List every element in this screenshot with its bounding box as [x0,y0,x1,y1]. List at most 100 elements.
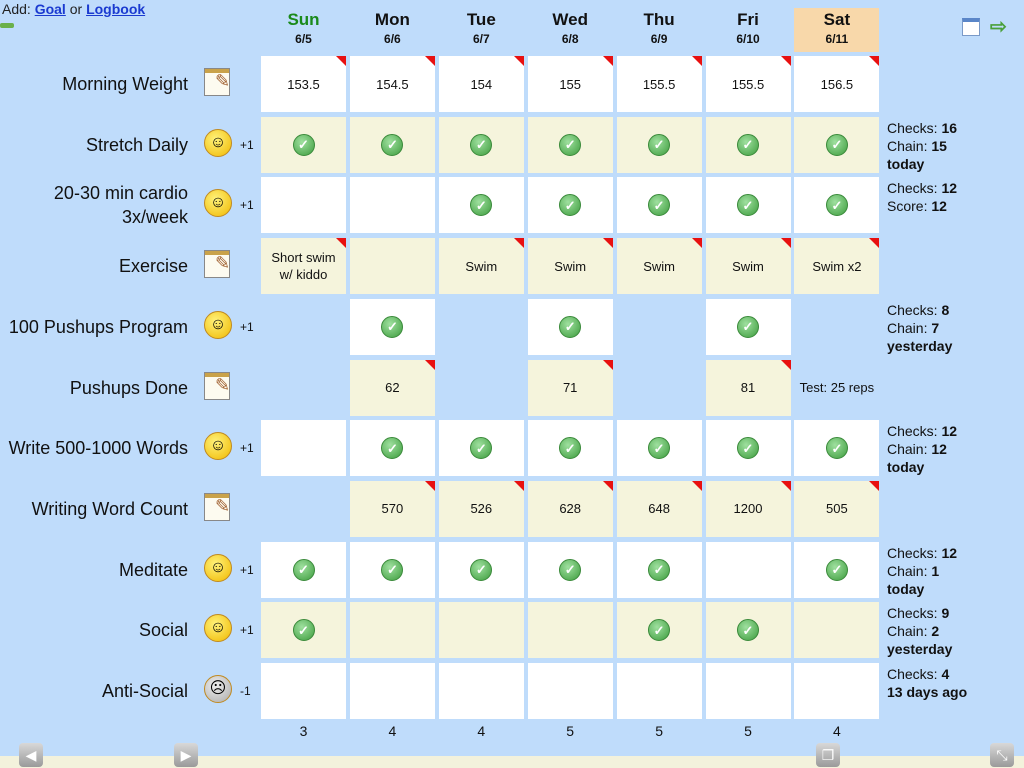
arrow-left-icon[interactable] [0,23,14,28]
habit-cell[interactable]: ✓ [349,116,435,173]
habit-cell[interactable] [261,177,346,234]
habit-cell[interactable]: 155.5 [705,56,791,112]
habit-cell[interactable]: ✓ [349,298,435,355]
smiley-icon[interactable]: ☺ [204,310,232,339]
habit-cell[interactable] [349,602,435,659]
row-label[interactable]: Exercise [0,238,188,294]
habit-cell[interactable]: 1200 [705,480,791,537]
habit-cell[interactable]: ✓ [527,298,613,355]
habit-cell[interactable]: 156.5 [794,56,880,112]
habit-cell[interactable]: 628 [527,480,613,537]
calendar-icon[interactable] [962,18,980,36]
habit-cell[interactable]: ✓ [349,541,435,598]
habit-cell[interactable]: ✓ [438,420,524,477]
habit-cell[interactable] [261,663,346,719]
smiley-icon[interactable]: ☺ [204,553,232,582]
habit-cell[interactable]: ✓ [616,177,702,234]
habit-cell[interactable] [794,602,880,659]
habit-cell[interactable]: ✓ [616,602,702,659]
habit-cell[interactable]: ✓ [616,541,702,598]
habit-cell[interactable]: Swim x2 [794,238,880,295]
habit-cell[interactable]: ✓ [616,116,702,173]
habit-cell[interactable]: 505 [794,480,880,537]
habit-cell[interactable]: Swim [527,238,613,295]
habit-cell[interactable]: ✓ [794,177,880,234]
habit-cell[interactable]: 155.5 [616,56,702,112]
frown-icon[interactable]: ☹ [204,675,232,703]
smiley-icon[interactable]: ☺ [204,432,232,461]
smiley-icon[interactable]: ☺ [204,128,232,157]
habit-cell[interactable]: 71 [527,359,613,416]
habit-cell[interactable]: 648 [616,480,702,537]
habit-cell[interactable] [438,663,524,719]
habit-cell[interactable]: ✓ [527,420,613,477]
habit-cell[interactable]: ✓ [261,602,346,659]
forward-icon[interactable]: ▶ [174,743,198,767]
smiley-icon[interactable]: ☺ [204,614,232,643]
habit-cell[interactable]: ✓ [705,298,791,355]
habit-cell[interactable]: ✓ [527,116,613,173]
habit-cell[interactable]: Test: 25 reps [794,360,879,416]
habit-cell[interactable]: ✓ [527,541,613,598]
habit-cell[interactable] [705,663,791,719]
habit-cell[interactable]: Swim [616,238,702,295]
habit-cell[interactable]: ✓ [261,541,346,598]
smiley-icon[interactable]: ☺ [204,189,232,218]
habit-cell[interactable]: ✓ [438,177,524,234]
habit-cell[interactable] [616,663,702,719]
habit-cell[interactable]: ✓ [705,116,791,173]
habit-cell[interactable]: ✓ [438,541,524,598]
habit-cell[interactable]: ✓ [705,420,791,477]
tabs-icon[interactable]: ❐ [816,743,840,767]
habit-cell[interactable]: 570 [349,480,435,537]
resize-icon[interactable]: ⤡ [990,743,1014,767]
logbook-link[interactable]: Logbook [86,1,146,17]
notepad-icon[interactable]: ✎ [204,492,230,521]
habit-cell[interactable]: 153.5 [261,56,346,112]
habit-cell[interactable]: Swim [705,238,791,295]
habit-cell[interactable]: ✓ [705,177,791,234]
habit-cell[interactable] [438,602,524,659]
habit-cell[interactable] [261,420,346,477]
habit-cell[interactable]: ✓ [616,420,702,477]
habit-cell[interactable]: ✓ [794,116,880,173]
row-label[interactable]: Anti-Social [0,663,188,719]
row-label[interactable]: 20-30 min cardio 3x/week [0,177,188,233]
habit-cell[interactable]: 62 [349,359,435,416]
habit-cell[interactable]: 154.5 [349,56,435,112]
row-label[interactable]: Morning Weight [0,56,188,112]
notepad-icon[interactable]: ✎ [204,68,230,96]
habit-cell[interactable]: ✓ [794,541,880,598]
habit-cell[interactable] [349,663,435,719]
notepad-icon[interactable]: ✎ [204,250,230,279]
back-icon[interactable]: ◀ [19,743,43,767]
habit-cell[interactable]: ✓ [794,420,880,477]
habit-cell[interactable] [527,602,613,659]
habit-cell[interactable]: ✓ [349,420,435,477]
habit-cell[interactable]: Short swim w/ kiddo [261,238,346,295]
habit-cell[interactable]: 155 [527,56,613,112]
row-label[interactable]: Stretch Daily [0,117,188,173]
habit-cell[interactable]: 154 [438,56,524,112]
row-label[interactable]: Write 500-1000 Words [0,420,188,476]
row-label[interactable]: Writing Word Count [0,481,188,537]
habit-cell[interactable] [705,541,791,598]
arrow-right-icon[interactable]: ⇨ [990,16,1007,38]
habit-cell[interactable]: ✓ [705,602,791,659]
row-label[interactable]: Meditate [0,542,188,598]
row-label[interactable]: 100 Pushups Program [0,299,188,355]
row-label[interactable]: Pushups Done [0,360,188,416]
habit-cell[interactable]: 526 [438,480,524,537]
habit-cell[interactable] [349,238,435,295]
goal-link[interactable]: Goal [34,1,66,17]
habit-cell[interactable] [349,177,435,234]
habit-cell[interactable] [794,663,880,719]
habit-cell[interactable]: ✓ [527,177,613,234]
habit-cell[interactable] [527,663,613,719]
habit-cell[interactable]: ✓ [438,116,524,173]
row-label[interactable]: Social [0,602,188,658]
habit-cell[interactable]: 81 [705,359,791,416]
habit-cell[interactable]: Swim [438,238,524,295]
notepad-icon[interactable]: ✎ [204,371,230,400]
habit-cell[interactable]: ✓ [261,116,346,173]
